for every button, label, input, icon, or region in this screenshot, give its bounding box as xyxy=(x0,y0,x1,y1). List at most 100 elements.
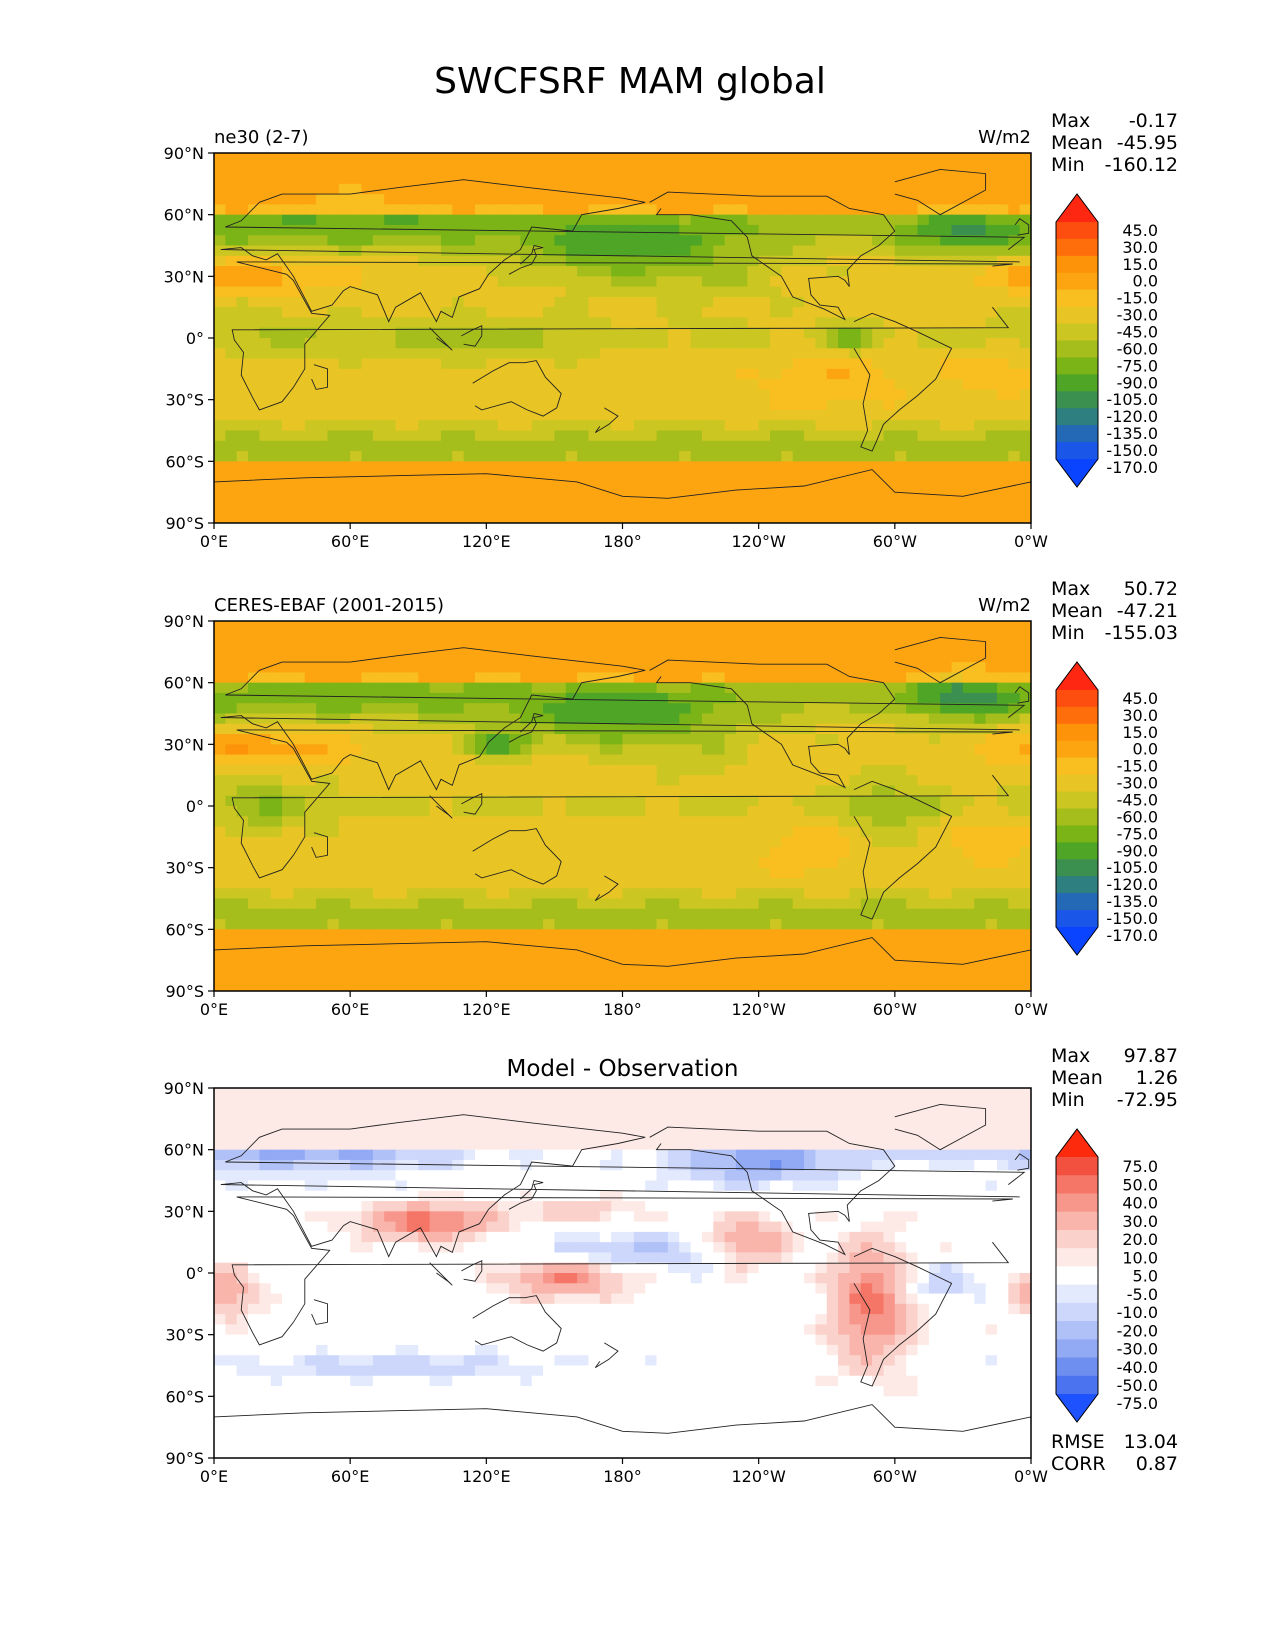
field-cell xyxy=(418,461,431,473)
field-cell xyxy=(872,276,885,288)
field-cell xyxy=(236,286,249,298)
field-cell xyxy=(1008,296,1021,308)
field-cell xyxy=(622,502,635,514)
field-cell xyxy=(815,399,828,411)
field-cell xyxy=(372,929,385,941)
field-cell xyxy=(747,847,760,858)
field-cell xyxy=(338,744,351,756)
field-cell xyxy=(282,703,295,715)
field-cell xyxy=(815,368,828,380)
field-cell xyxy=(804,641,817,653)
field-cell xyxy=(747,327,760,339)
field-cell xyxy=(406,816,419,828)
field-cell xyxy=(962,651,975,663)
field-cell xyxy=(656,867,669,879)
field-cell xyxy=(724,641,737,653)
field-cell xyxy=(316,481,329,493)
field-cell xyxy=(872,877,885,889)
field-cell xyxy=(406,409,419,421)
field-cell xyxy=(758,692,771,704)
field-cell xyxy=(860,898,873,910)
field-cell xyxy=(758,481,771,493)
field-cell xyxy=(622,255,635,267)
field-cell xyxy=(304,317,317,329)
field-cell xyxy=(679,389,692,401)
field-cell xyxy=(645,348,658,360)
field-cell xyxy=(599,836,612,848)
field-cell xyxy=(815,641,828,653)
field-cell xyxy=(486,183,499,195)
field-cell xyxy=(792,204,805,216)
field-cell xyxy=(486,153,499,164)
field-cell xyxy=(338,836,351,848)
field-cell xyxy=(372,662,385,673)
coastline-10 xyxy=(594,407,619,433)
field-cell xyxy=(350,409,363,421)
field-cell xyxy=(259,641,272,653)
field-cell xyxy=(1019,204,1031,216)
field-cell xyxy=(611,348,624,360)
colorbar-label: -105.0 xyxy=(1106,390,1158,409)
field-cell xyxy=(316,744,329,756)
field-cell xyxy=(418,266,431,277)
field-cell xyxy=(656,888,669,900)
field-cell xyxy=(804,235,817,247)
field-cell xyxy=(338,255,351,267)
field-cell xyxy=(282,795,295,807)
field-cell xyxy=(350,399,363,411)
field-cell xyxy=(815,857,828,869)
field-cell xyxy=(645,296,658,308)
field-cell xyxy=(588,785,601,797)
field-cell xyxy=(906,317,919,329)
field-cell xyxy=(577,877,590,889)
field-cell xyxy=(996,296,1009,308)
field-cell xyxy=(350,764,363,776)
field-cell xyxy=(531,471,544,483)
field-cell xyxy=(497,245,510,257)
field-cell xyxy=(520,744,533,756)
field-cell xyxy=(474,481,487,493)
field-cell xyxy=(270,621,283,632)
field-cell xyxy=(463,276,476,288)
field-cell xyxy=(304,877,317,889)
field-cell xyxy=(395,204,408,216)
field-cell xyxy=(565,641,578,653)
field-cell xyxy=(747,775,760,787)
field-cell xyxy=(622,826,635,838)
field-cell xyxy=(883,867,896,879)
field-cell xyxy=(996,775,1009,787)
field-cell xyxy=(633,939,646,951)
field-cell xyxy=(883,836,896,848)
field-cell xyxy=(860,631,873,643)
field-cell xyxy=(486,806,499,817)
field-cell xyxy=(588,723,601,735)
field-cell xyxy=(406,368,419,380)
field-cell xyxy=(940,163,953,175)
field-cell xyxy=(327,682,340,694)
field-cell xyxy=(236,631,249,643)
field-cell xyxy=(883,857,896,869)
field-cell xyxy=(372,512,385,523)
field-cell xyxy=(962,785,975,797)
field-cell xyxy=(996,163,1009,175)
field-cell xyxy=(917,764,930,776)
field-cell xyxy=(316,399,329,411)
field-cell xyxy=(735,183,748,195)
field-cell xyxy=(940,877,953,889)
field-cell xyxy=(906,682,919,694)
field-cell xyxy=(838,816,851,828)
field-cell xyxy=(849,327,862,339)
field-cell xyxy=(860,785,873,797)
field-cell xyxy=(316,785,329,797)
field-cell xyxy=(429,348,442,360)
field-cell xyxy=(633,245,646,257)
field-cell xyxy=(690,908,703,920)
field-cell xyxy=(406,744,419,756)
field-cell xyxy=(860,317,873,329)
field-cell xyxy=(838,631,851,643)
field-cell xyxy=(815,919,828,930)
field-cell xyxy=(906,492,919,504)
field-cell xyxy=(418,471,431,483)
field-cell xyxy=(781,379,794,390)
field-cell xyxy=(713,672,726,684)
